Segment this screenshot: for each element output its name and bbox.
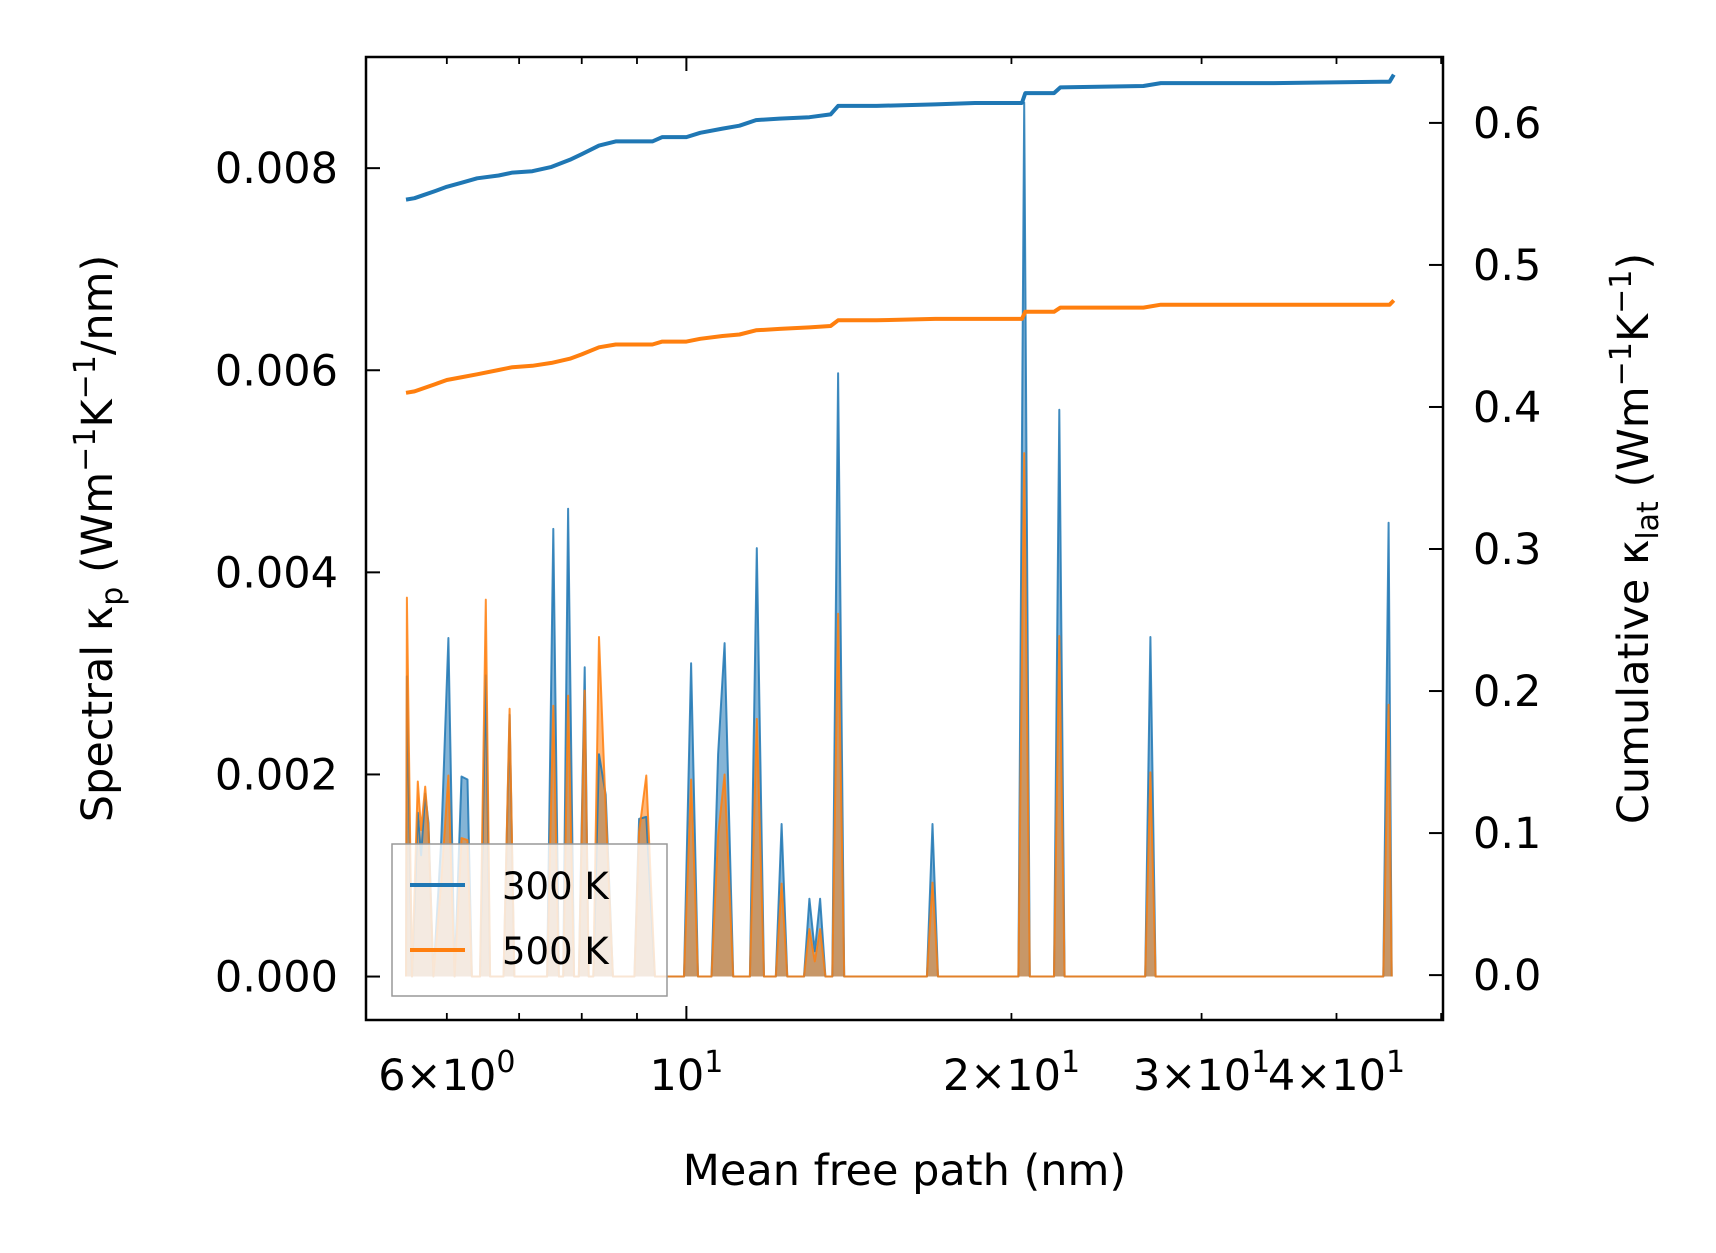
y-right-label-exp2: −1 xyxy=(1604,270,1639,314)
x-tick-label-base: 10 xyxy=(649,1051,704,1101)
y-left-tick-label: 0.000 xyxy=(215,953,338,1003)
cumulative-line-300k xyxy=(405,73,1396,202)
x-tick-label-base: 4×10 xyxy=(1268,1051,1386,1101)
x-tick-label-exponent: 1 xyxy=(1386,1045,1405,1080)
y-axis-label-left: Spectral κp (Wm−1K−1/nm) xyxy=(68,255,130,823)
y-right-label-sub: lat xyxy=(1631,501,1666,540)
x-tick-label: 4×101 xyxy=(1268,1045,1405,1101)
x-tick-label: 2×101 xyxy=(943,1045,1080,1101)
y-right-tick-label: 0.3 xyxy=(1473,525,1541,575)
y-right-label-unit: (Wm xyxy=(1609,386,1659,501)
y-left-label-close: /nm) xyxy=(73,255,123,355)
y-right-label-exp1: −1 xyxy=(1604,342,1639,386)
x-axis-label: Mean free path (nm) xyxy=(683,1146,1126,1196)
x-tick-label-exponent: 1 xyxy=(704,1045,723,1080)
y-left-label-exp2: −1 xyxy=(68,355,103,399)
y-left-label-sub: p xyxy=(95,587,130,606)
legend-box xyxy=(391,843,668,997)
y-right-tick-label: 0.5 xyxy=(1473,241,1541,291)
y-axis-label-right: Cumulative κlat (Wm−1K−1) xyxy=(1604,253,1666,824)
legend-label-500k: 500 K xyxy=(502,930,610,973)
y-left-tick-label: 0.004 xyxy=(215,548,338,598)
legend-label-300k: 300 K xyxy=(502,865,610,908)
x-tick-label-base: 2×10 xyxy=(943,1051,1061,1101)
legend: 300 K 500 K xyxy=(391,843,668,997)
y-left-label-exp1: −1 xyxy=(68,428,103,472)
y-right-tick-label: 0.2 xyxy=(1473,667,1541,717)
y-right-label-close: ) xyxy=(1609,253,1659,270)
y-right-tick-label: 0.4 xyxy=(1473,383,1541,433)
cumulative-line-500k xyxy=(405,299,1396,395)
tick-layer xyxy=(366,57,1443,1020)
y-left-tick-label: 0.006 xyxy=(215,346,338,396)
y-left-tick-label: 0.002 xyxy=(215,750,338,800)
x-tick-label-base: 3×10 xyxy=(1133,1051,1251,1101)
y-right-tick-label: 0.1 xyxy=(1473,809,1541,859)
y-right-tick-label: 0.6 xyxy=(1473,99,1541,149)
x-tick-label: 3×101 xyxy=(1133,1045,1270,1101)
x-tick-label-exponent: 0 xyxy=(496,1045,515,1080)
x-tick-label: 101 xyxy=(649,1045,723,1101)
plot-frame xyxy=(364,55,1445,1022)
y-left-label-main: Spectral κ xyxy=(73,606,123,823)
x-tick-label-exponent: 1 xyxy=(1061,1045,1080,1080)
y-left-label-mid: K xyxy=(73,398,123,428)
x-tick-label: 6×100 xyxy=(378,1045,515,1101)
y-right-tick-label: 0.0 xyxy=(1473,951,1541,1001)
y-left-label-unit: (Wm xyxy=(73,472,123,587)
y-left-tick-label: 0.008 xyxy=(215,144,338,194)
x-tick-label-exponent: 1 xyxy=(1251,1045,1270,1080)
x-tick-label-base: 6×10 xyxy=(378,1051,496,1101)
y-right-label-mid: K xyxy=(1609,312,1659,342)
y-right-label-main: Cumulative κ xyxy=(1609,540,1659,824)
tick-label-layer: 6×100 101 2×101 3×1014×1010.0000.0020.0040.… xyxy=(215,99,1542,1101)
